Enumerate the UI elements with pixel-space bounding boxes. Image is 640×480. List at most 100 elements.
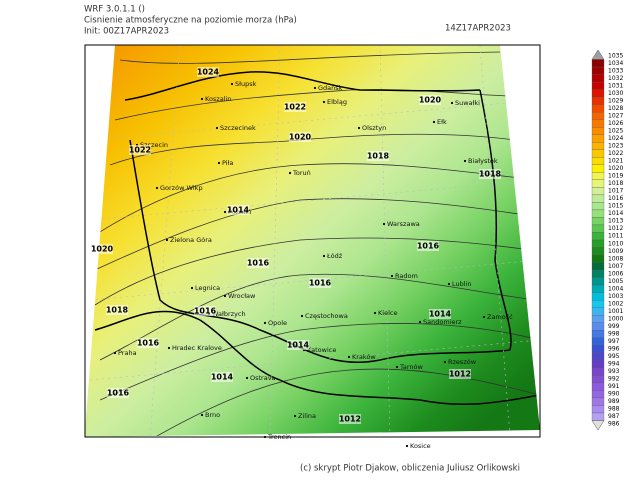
city-label: Wrocław xyxy=(228,292,256,300)
contour-label: 1020 xyxy=(91,245,114,254)
title: Cisnienie atmosferyczne na poziomie morz… xyxy=(84,16,297,26)
city-label: Szczecin xyxy=(140,141,168,149)
colorbar-swatch xyxy=(591,96,605,105)
colorbar-label: 1030 xyxy=(608,90,623,97)
contour-label: 1016 xyxy=(107,389,130,398)
colorbar-label: 1013 xyxy=(608,218,623,225)
city-label: Piła xyxy=(222,159,233,167)
colorbar-swatch xyxy=(591,382,605,391)
colorbar-label: 1034 xyxy=(608,60,623,67)
colorbar-swatch xyxy=(591,269,605,278)
contour-label-bg xyxy=(309,278,331,288)
contour-label: 1016 xyxy=(417,242,440,251)
valid-time: 14Z17APR2023 xyxy=(445,24,511,34)
city-label: Legnica xyxy=(195,284,220,292)
colorbar-swatch xyxy=(591,247,605,256)
colorbar-label: 1012 xyxy=(608,225,623,232)
contour-label: 1014 xyxy=(429,310,452,319)
city-dot xyxy=(322,254,326,258)
colorbar-swatch xyxy=(591,127,605,135)
contour-label-bg xyxy=(284,102,306,112)
colorbar-label: 1028 xyxy=(608,105,623,112)
city-dot xyxy=(443,360,447,364)
city-dot xyxy=(405,444,409,448)
colorbar-swatch xyxy=(591,217,605,226)
colorbar-label: 991 xyxy=(608,383,620,390)
colorbar-label: 1005 xyxy=(608,278,623,285)
colorbar-swatch xyxy=(591,74,605,83)
city-label: Trencin xyxy=(267,433,291,441)
city-dot xyxy=(450,101,454,105)
city-dot xyxy=(482,315,486,319)
city-dot xyxy=(382,222,386,226)
city-dot xyxy=(395,365,399,369)
city-label: Wałbrzych xyxy=(212,310,246,318)
contour-label: 1014 xyxy=(227,206,250,215)
colorbar-swatch xyxy=(591,66,605,75)
city-dot xyxy=(432,120,436,124)
city-label: Białystok xyxy=(468,157,498,165)
colorbar-label: 1015 xyxy=(608,203,623,210)
contour-label: 1024 xyxy=(197,68,220,77)
colorbar-swatch xyxy=(591,360,605,368)
city-label: Kosice xyxy=(410,442,431,450)
colorbar-label: 1008 xyxy=(608,255,623,262)
city-label: Lublin xyxy=(452,280,471,288)
colorbar-label: 1007 xyxy=(608,263,623,270)
colorbar-swatch xyxy=(591,187,605,196)
contour-label-bg xyxy=(339,414,361,424)
city-label: Sandomierz xyxy=(423,318,462,326)
colorbar-label: 1025 xyxy=(608,127,623,134)
city-label: Kraków xyxy=(352,353,376,361)
city-label: Hradec Kralove xyxy=(172,344,222,352)
colorbar-swatch xyxy=(591,330,605,338)
city-label: Katowice xyxy=(307,346,336,354)
city-dot xyxy=(155,186,159,190)
city-label: Praha xyxy=(118,349,137,357)
city-label: Słupsk xyxy=(235,80,257,88)
colorbar-label: 1006 xyxy=(608,270,623,277)
colorbar-label: 997 xyxy=(608,338,620,345)
colorbar-label: 1001 xyxy=(608,308,623,315)
city-label: Kielce xyxy=(378,309,397,317)
colorbar-label: 1009 xyxy=(608,248,623,255)
city-dot xyxy=(418,320,422,324)
colorbar-swatch xyxy=(591,315,605,323)
city-dot xyxy=(245,376,249,380)
colorbar-label: 1021 xyxy=(608,158,623,165)
contour-label-bg xyxy=(137,338,159,348)
colorbar-label: 1017 xyxy=(608,188,623,195)
colorbar-label: 998 xyxy=(608,331,620,338)
colorbar-label: 1033 xyxy=(608,67,623,74)
colorbar-swatch xyxy=(591,134,605,143)
colorbar-swatch xyxy=(591,300,605,308)
colorbar-swatch xyxy=(591,209,605,218)
city-dot xyxy=(263,321,267,325)
colorbar-swatch xyxy=(591,345,605,353)
city-dot xyxy=(347,355,351,359)
city-label: Koszalin xyxy=(205,95,231,103)
colorbar-swatch xyxy=(591,284,605,293)
contour-label-bg xyxy=(197,67,219,77)
borders xyxy=(94,71,540,406)
city-dot xyxy=(223,210,227,214)
city-dot xyxy=(357,126,361,130)
colorbar-label: 992 xyxy=(608,376,620,383)
colorbar-swatch xyxy=(591,179,605,188)
colorbar-swatch xyxy=(591,412,605,421)
city-label: Zilina xyxy=(298,412,316,420)
colorbar-swatch xyxy=(591,397,605,406)
city-label: Szczecinek xyxy=(220,124,256,132)
contour-label: 1014 xyxy=(211,373,234,382)
city-label: Gorzów Wlkp xyxy=(160,184,203,192)
contour-label-bg xyxy=(129,145,151,155)
colorbar-label: 1024 xyxy=(608,135,623,142)
colorbar-cap xyxy=(591,49,605,60)
contour-label-bg xyxy=(287,340,309,350)
city-dot xyxy=(113,351,117,355)
city-dot xyxy=(167,346,171,350)
city-dot xyxy=(447,282,451,286)
contour-label-bg xyxy=(211,372,233,382)
colorbar-label: 1002 xyxy=(608,300,623,307)
colorbar-swatch xyxy=(591,104,605,113)
